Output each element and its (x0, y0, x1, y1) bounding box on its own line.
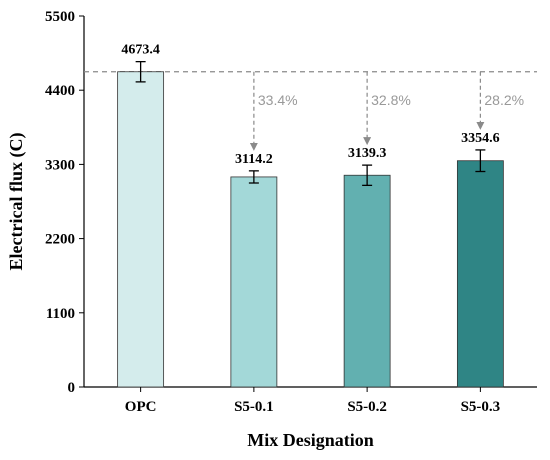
data-label: 4673.4 (121, 43, 160, 58)
y-tick-label: 3300 (45, 157, 75, 173)
x-tick-label: S5-0.3 (461, 399, 501, 415)
y-axis-title: Electrical flux (C) (6, 133, 27, 271)
x-tick-label: OPC (125, 399, 157, 415)
y-tick-label: 0 (68, 380, 76, 396)
bar-s5-0.3 (456, 160, 504, 388)
data-label: 3114.2 (235, 152, 273, 167)
y-tick-label: 5500 (45, 9, 75, 25)
y-tick-label: 1100 (46, 306, 75, 322)
bar-s5-0.2 (343, 174, 391, 388)
x-tick-label: S5-0.1 (234, 399, 274, 415)
y-tick-label: 2200 (45, 232, 75, 248)
data-label: 3354.6 (461, 131, 500, 146)
reduction-label: 28.2% (484, 92, 524, 108)
reduction-label: 32.8% (371, 92, 411, 108)
y-tick-label: 4400 (45, 83, 75, 99)
bar-opc (117, 71, 165, 388)
reduction-label: 33.4% (258, 92, 298, 108)
bar-s5-0.1 (230, 176, 278, 388)
x-axis-title: Mix Designation (247, 430, 374, 450)
x-tick-label: S5-0.2 (347, 399, 387, 415)
plot-area: 0 1100 2200 3300 4400 5500 4673.4 OPC 3114.2 S5-0… (45, 9, 537, 415)
data-label: 3139.3 (348, 146, 387, 161)
